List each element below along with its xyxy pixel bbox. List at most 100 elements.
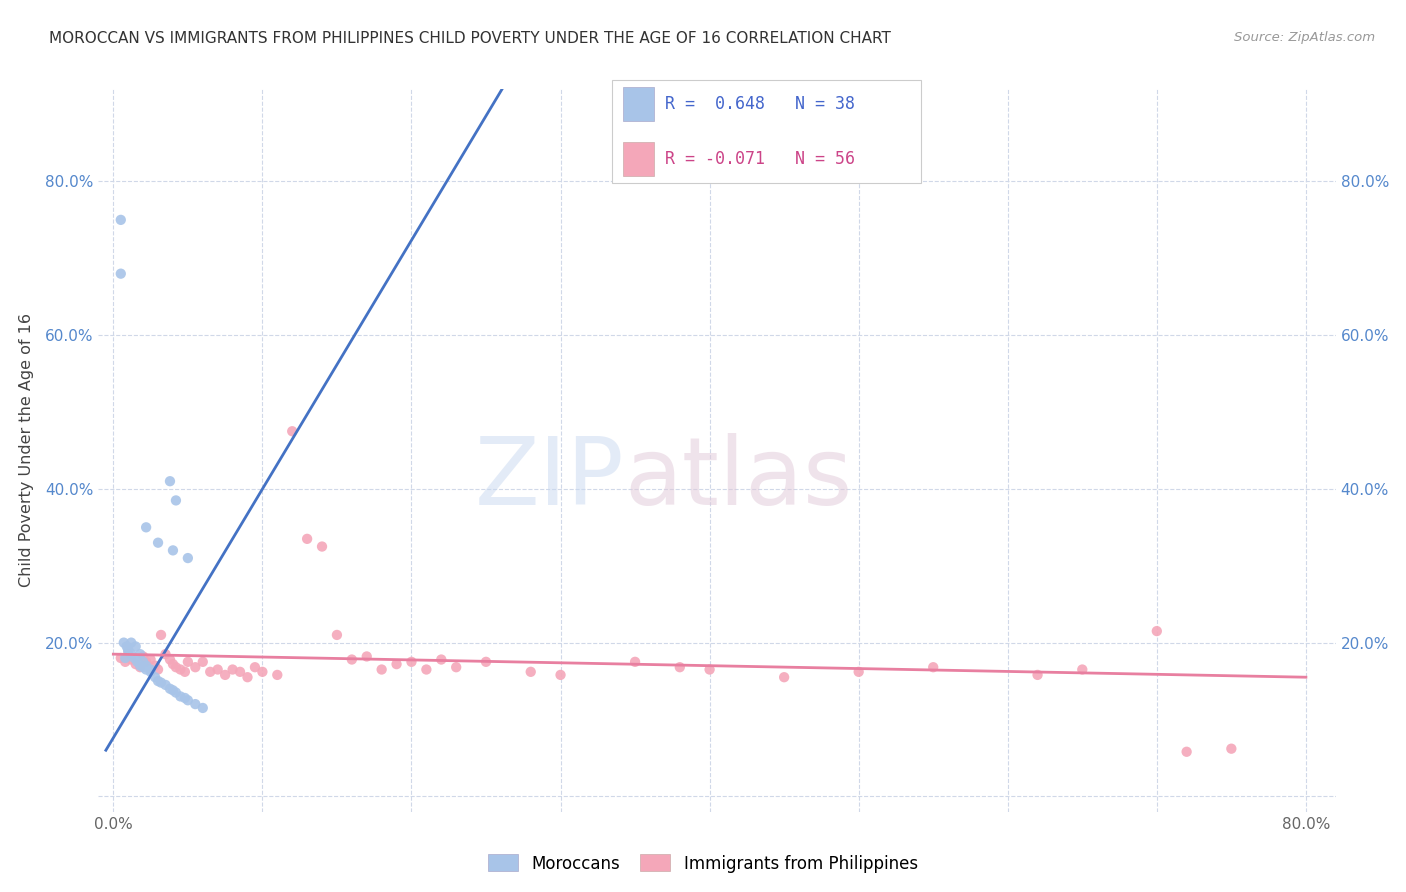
Point [135, 663, 157, 677]
Point [1146, 624, 1168, 639]
Point [110, 651, 132, 665]
Point [165, 685, 187, 699]
Point [135, 658, 157, 673]
Point [155, 678, 177, 692]
Point [162, 683, 184, 698]
Text: MOROCCAN VS IMMIGRANTS FROM PHILIPPINES CHILD POVERTY UNDER THE AGE OF 16 CORREL: MOROCCAN VS IMMIGRANTS FROM PHILIPPINES … [49, 31, 891, 46]
Point [162, 543, 184, 558]
Text: R = -0.071   N = 56: R = -0.071 N = 56 [665, 150, 855, 168]
Point [132, 655, 155, 669]
Point [1220, 741, 1243, 756]
Point [624, 655, 647, 669]
Text: Source: ZipAtlas.com: Source: ZipAtlas.com [1234, 31, 1375, 45]
Point [150, 675, 173, 690]
Point [415, 663, 437, 677]
Point [139, 652, 162, 666]
Point [1175, 745, 1198, 759]
Point [922, 660, 945, 674]
Point [135, 520, 157, 534]
Point [143, 670, 166, 684]
Point [191, 701, 214, 715]
Point [340, 652, 363, 666]
Text: atlas: atlas [624, 434, 852, 525]
Point [668, 660, 690, 674]
Point [169, 663, 191, 677]
Point [120, 652, 142, 666]
Point [177, 551, 200, 566]
Point [173, 665, 195, 679]
Point [200, 665, 222, 679]
Point [129, 647, 152, 661]
Point [139, 663, 162, 677]
Point [129, 660, 152, 674]
Legend: Moroccans, Immigrants from Philippines: Moroccans, Immigrants from Philippines [482, 847, 924, 880]
Point [326, 628, 349, 642]
Point [112, 635, 135, 649]
Point [117, 643, 139, 657]
Point [550, 668, 572, 682]
Point [229, 665, 252, 679]
Point [135, 655, 157, 669]
Point [132, 649, 155, 664]
Y-axis label: Child Poverty Under the Age of 16: Child Poverty Under the Age of 16 [18, 313, 34, 588]
Point [191, 655, 214, 669]
Point [150, 628, 173, 642]
Text: ZIP: ZIP [475, 434, 624, 525]
Point [773, 670, 796, 684]
Point [129, 658, 152, 673]
Point [117, 643, 139, 657]
Point [125, 640, 148, 654]
Point [475, 655, 498, 669]
Point [184, 660, 207, 674]
Point [169, 690, 191, 704]
Point [127, 655, 149, 669]
Point [146, 674, 169, 689]
Point [146, 535, 169, 549]
Point [146, 663, 169, 677]
Point [214, 668, 236, 682]
Point [177, 693, 200, 707]
Point [122, 651, 145, 665]
Point [385, 657, 408, 672]
Point [165, 660, 187, 674]
Point [401, 655, 423, 669]
Point [295, 532, 318, 546]
Point [120, 647, 142, 661]
Point [184, 697, 207, 711]
Point [143, 658, 166, 673]
Point [207, 663, 229, 677]
Point [236, 670, 259, 684]
Point [430, 652, 453, 666]
Point [159, 681, 181, 696]
Point [370, 663, 392, 677]
Point [114, 655, 136, 669]
Point [159, 652, 181, 666]
Point [125, 657, 148, 672]
Point [519, 665, 541, 679]
Point [159, 474, 181, 488]
Point [281, 424, 304, 438]
Point [177, 655, 200, 669]
Point [444, 660, 467, 674]
Point [1026, 668, 1049, 682]
Point [139, 665, 162, 679]
Point [120, 635, 142, 649]
Point [848, 665, 870, 679]
Text: R =  0.648   N = 38: R = 0.648 N = 38 [665, 95, 855, 113]
Point [117, 647, 139, 661]
Point [165, 493, 187, 508]
Point [243, 660, 266, 674]
Point [155, 647, 177, 661]
Point [110, 212, 132, 227]
Point [110, 267, 132, 281]
Point [252, 665, 274, 679]
Point [311, 540, 333, 554]
Point [356, 649, 378, 664]
Point [162, 657, 184, 672]
Point [266, 668, 288, 682]
Point [114, 651, 136, 665]
Point [699, 663, 721, 677]
Point [132, 660, 155, 674]
Point [221, 663, 243, 677]
Point [1071, 663, 1094, 677]
